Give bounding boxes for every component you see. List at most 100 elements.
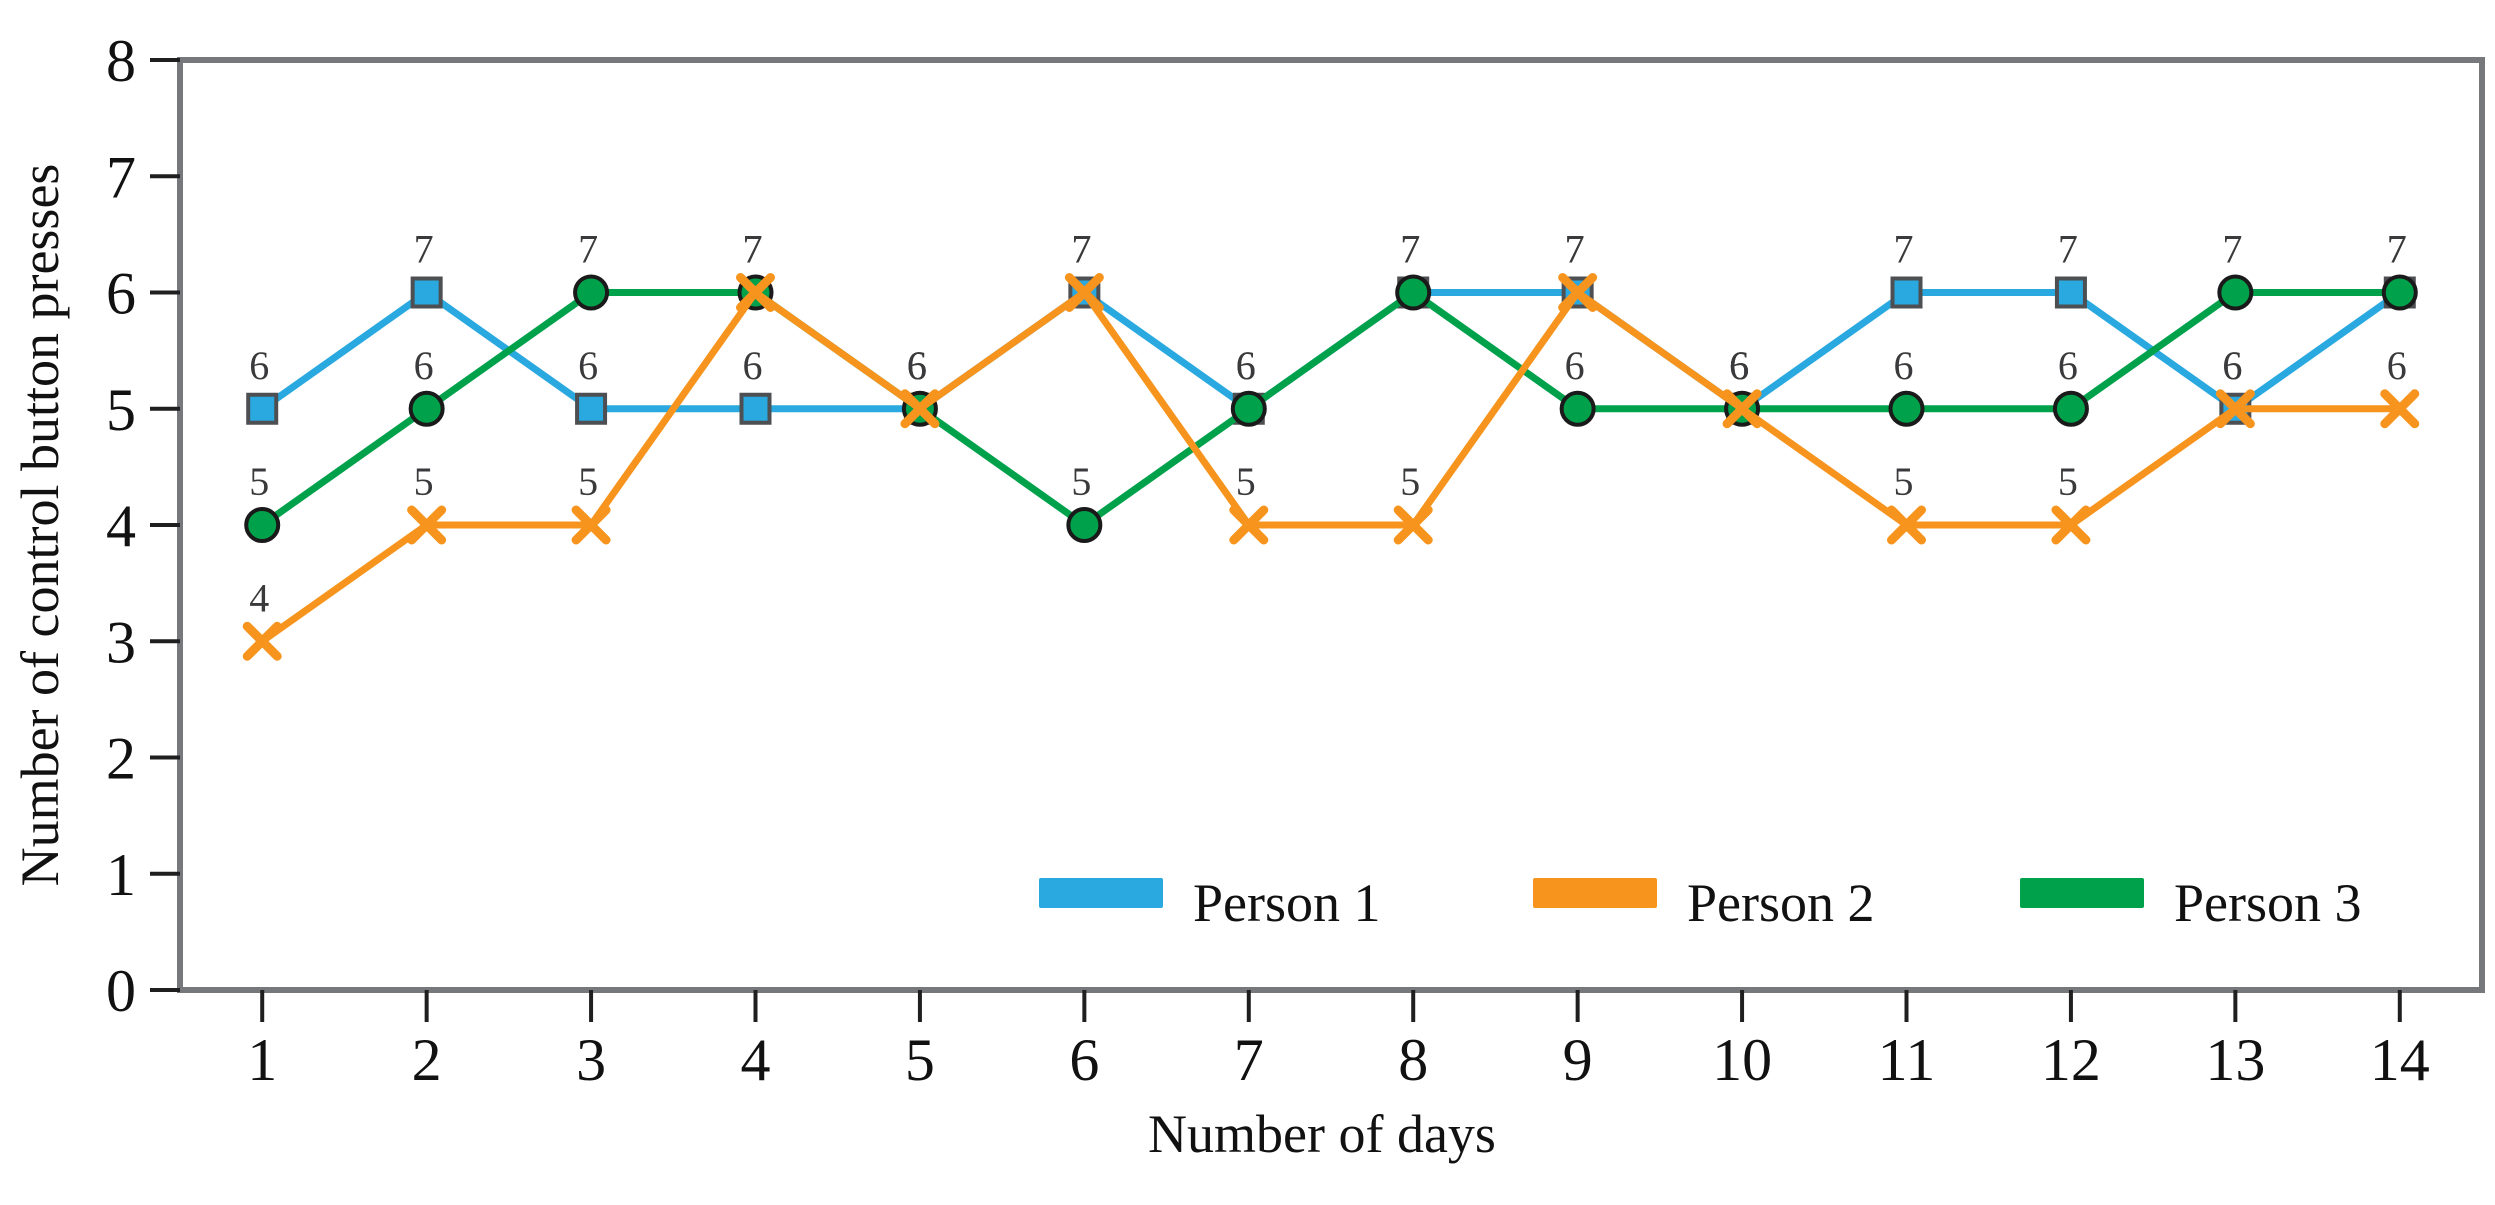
marker-circle — [408, 390, 445, 427]
x-tick-label: 11 — [1878, 1027, 1936, 1093]
point-label: 7 — [1565, 227, 1585, 272]
marker-x — [1722, 389, 1762, 429]
x-tick-label: 3 — [576, 1027, 606, 1093]
x-tick-label: 6 — [1069, 1027, 1099, 1093]
marker-x — [2051, 505, 2091, 545]
marker-square — [1890, 276, 1923, 309]
y-axis-title: Number of control button presses — [10, 164, 70, 887]
point-label: 5 — [1894, 459, 1914, 504]
marker-circle — [2381, 274, 2418, 311]
legend-swatch — [2020, 878, 2144, 908]
point-label: 7 — [1400, 227, 1420, 272]
point-label: 6 — [743, 343, 763, 388]
point-label: 7 — [2222, 227, 2242, 272]
x-tick-label: 9 — [1563, 1027, 1593, 1093]
point-label: 6 — [1236, 343, 1256, 388]
point-label: 7 — [578, 227, 598, 272]
x-tick-label: 4 — [741, 1027, 771, 1093]
point-label: 5 — [578, 459, 598, 504]
point-label: 6 — [1894, 343, 1914, 388]
point-label: 5 — [2058, 459, 2078, 504]
marker-circle — [2217, 274, 2254, 311]
y-tick-label: 3 — [106, 609, 136, 675]
marker-circle — [1559, 390, 1596, 427]
marker-x — [2215, 389, 2255, 429]
marker-x — [407, 505, 447, 545]
y-tick-label: 6 — [106, 261, 136, 327]
point-label: 6 — [1565, 343, 1585, 388]
point-label: 7 — [1565, 227, 1585, 272]
marker-circle — [244, 507, 281, 543]
point-label: 6 — [907, 343, 927, 388]
point-label: 6 — [414, 343, 434, 388]
y-tick-label: 2 — [106, 726, 136, 792]
marker-circle — [573, 274, 610, 311]
marker-circle — [2052, 390, 2089, 427]
point-label: 7 — [2058, 227, 2078, 272]
point-label: 7 — [743, 227, 763, 272]
marker-x — [2380, 389, 2420, 429]
point-label: 7 — [414, 227, 434, 272]
x-tick-label: 8 — [1398, 1027, 1428, 1093]
y-tick-label: 1 — [106, 842, 136, 908]
point-label: 7 — [1071, 227, 1091, 272]
y-tick-label: 4 — [106, 493, 136, 559]
y-tick-label: 0 — [106, 958, 136, 1024]
point-label: 6 — [907, 343, 927, 388]
marker-x — [571, 505, 611, 545]
y-tick-label: 7 — [106, 144, 136, 210]
x-tick-label: 10 — [1712, 1027, 1772, 1093]
marker-square — [739, 392, 772, 425]
marker-square — [246, 392, 279, 425]
point-label: 4 — [249, 575, 269, 620]
point-label: 6 — [2387, 343, 2407, 388]
series-line — [260, 289, 2400, 529]
point-label: 6 — [907, 343, 927, 388]
marker-x — [1887, 505, 1926, 545]
point-label: 6 — [1729, 343, 1749, 388]
series-line — [260, 289, 2400, 645]
point-label: 6 — [1729, 343, 1749, 388]
point-label: 5 — [249, 459, 269, 504]
point-label: 7 — [743, 227, 763, 272]
point-label: 6 — [2222, 343, 2242, 388]
marker-circle — [1395, 274, 1432, 311]
point-label: 5 — [1400, 459, 1420, 504]
legend-swatch — [1039, 878, 1163, 908]
marker-x — [900, 389, 940, 429]
legend-label: Person 3 — [2174, 873, 2362, 933]
point-label: 6 — [249, 343, 269, 388]
x-tick-label: 7 — [1234, 1027, 1264, 1093]
point-label: 7 — [1071, 227, 1091, 272]
marker-x — [242, 621, 282, 661]
point-label: 6 — [1729, 343, 1749, 388]
legend-label: Person 2 — [1687, 873, 1875, 933]
point-label: 7 — [2387, 227, 2407, 272]
point-label: 7 — [1400, 227, 1420, 272]
marker-circle — [1066, 507, 1103, 543]
marker-circle — [1888, 390, 1925, 427]
marker-x — [736, 273, 775, 312]
marker-x — [1064, 273, 1104, 312]
marker-circle — [1230, 390, 1267, 427]
x-tick-label: 12 — [2041, 1027, 2101, 1093]
x-tick-label: 13 — [2205, 1027, 2265, 1093]
legend-swatch — [1533, 878, 1657, 908]
point-label: 5 — [1236, 459, 1256, 504]
x-tick-label: 1 — [247, 1027, 277, 1093]
x-axis-title: Number of days — [1148, 1104, 1496, 1164]
x-tick-label: 14 — [2370, 1027, 2430, 1093]
marker-x — [1229, 505, 1269, 545]
marker-square — [575, 392, 608, 425]
point-label: 6 — [2058, 343, 2078, 388]
y-tick-label: 8 — [106, 28, 136, 94]
point-label: 6 — [1236, 343, 1256, 388]
point-label: 5 — [414, 459, 434, 504]
point-label: 7 — [1894, 227, 1914, 272]
point-label: 6 — [578, 343, 598, 388]
point-label: 6 — [2222, 343, 2242, 388]
marker-x — [1558, 273, 1598, 312]
